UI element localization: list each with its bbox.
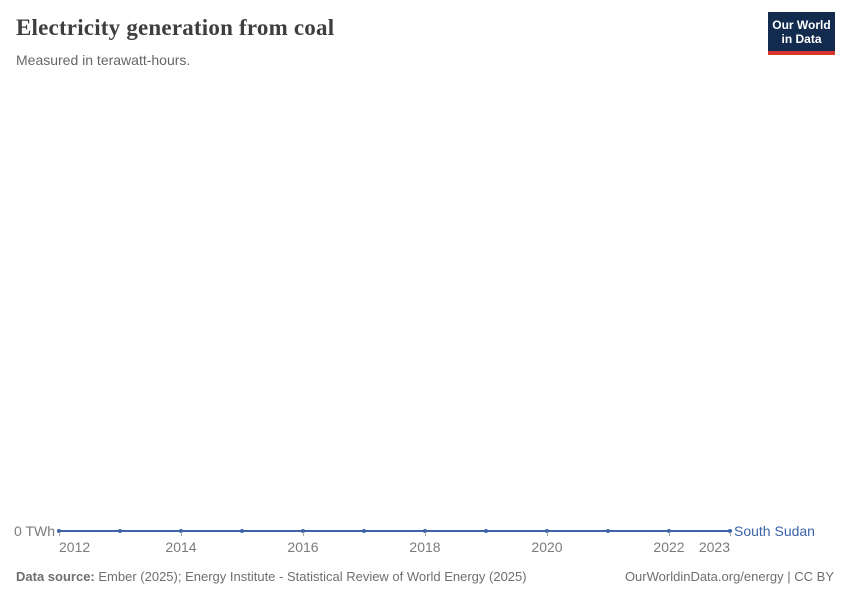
data-point-2015 [240,529,244,533]
entity-label-south-sudan[interactable]: South Sudan [734,523,815,539]
owid-logo-line1: Our World [772,17,831,32]
x-tick-2022 [669,532,670,536]
data-point-2020 [545,529,549,533]
chart-subtitle: Measured in terawatt-hours. [16,52,191,68]
x-tick-2014 [181,532,182,536]
data-point-2014 [179,529,183,533]
x-tick-2012 [59,532,60,536]
x-tick-label-2012: 2012 [59,539,91,555]
x-tick-label-2022: 2022 [653,539,685,555]
x-tick-2020 [547,532,548,536]
owid-footer-link[interactable]: OurWorldinData.org/energy | CC BY [624,569,834,584]
data-point-2023 [728,529,732,533]
owid-logo-line2: in Data [781,31,822,46]
data-point-2016 [301,529,305,533]
owid-logo[interactable]: Our World in Data [768,12,835,55]
x-tick-label-2023: 2023 [698,539,730,555]
x-tick-label-2016: 2016 [287,539,319,555]
y-axis-zero-label: 0 TWh [14,523,55,539]
data-source-note: Data source: Ember (2025); Energy Instit… [16,569,527,584]
series-line-south-sudan [59,530,731,532]
data-source-text: Ember (2025); Energy Institute - Statist… [98,569,527,584]
data-source-label: Data source: [16,569,95,584]
data-point-2018 [423,529,427,533]
chart-title: Electricity generation from coal [16,15,335,40]
data-point-2019 [484,529,488,533]
data-point-2012 [57,529,61,533]
data-point-2017 [362,529,366,533]
data-point-2021 [606,529,610,533]
x-tick-label-2020: 2020 [531,539,563,555]
data-point-2022 [667,529,671,533]
x-tick-2023 [730,532,731,536]
x-tick-2018 [425,532,426,536]
x-tick-2016 [303,532,304,536]
x-tick-label-2014: 2014 [165,539,197,555]
x-tick-label-2018: 2018 [409,539,441,555]
data-point-2013 [118,529,122,533]
